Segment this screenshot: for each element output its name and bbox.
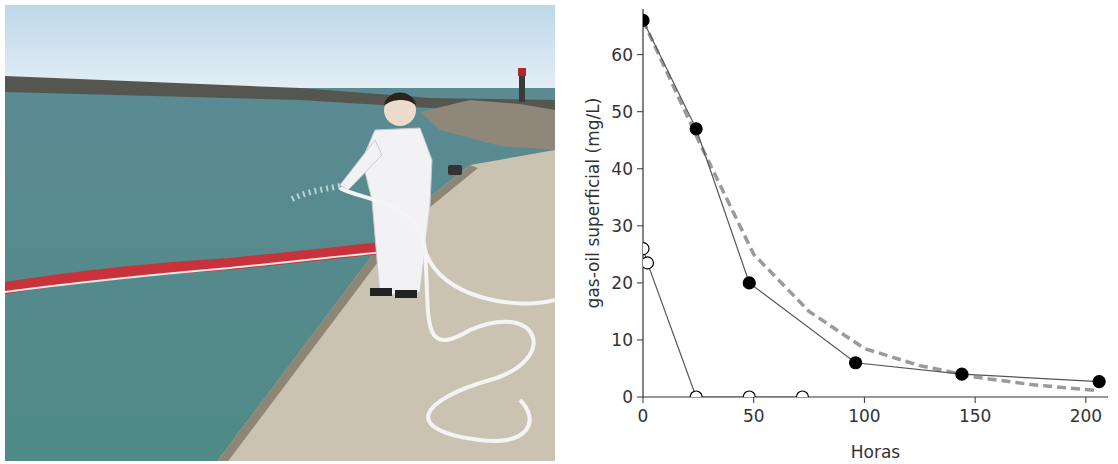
x-tick-label: 50 (743, 406, 765, 426)
rocks (420, 100, 555, 150)
pier-edge (215, 165, 478, 461)
hose (340, 188, 555, 441)
y-tick-label: 0 (622, 387, 633, 407)
x-tick (643, 397, 644, 403)
x-tick (864, 397, 865, 403)
shoe (395, 290, 417, 298)
x-tick (1085, 397, 1086, 403)
y-tick (637, 225, 643, 226)
y-tick-label: 30 (611, 216, 633, 236)
point (643, 243, 649, 255)
beacon (519, 72, 525, 102)
point (743, 391, 755, 397)
y-tick (637, 282, 643, 283)
y-tick-label: 10 (611, 330, 633, 350)
series-line (643, 20, 1099, 381)
point (850, 357, 862, 369)
bollard (448, 165, 462, 175)
x-axis-title: Horas (851, 442, 901, 462)
y-tick (637, 168, 643, 169)
point (690, 391, 702, 397)
hair (384, 93, 416, 107)
shoe (370, 288, 392, 296)
y-tick (637, 339, 643, 340)
photo (5, 5, 555, 461)
y-tick (637, 54, 643, 55)
arm (340, 140, 382, 190)
beacon-top (518, 68, 526, 76)
boom-foam (5, 252, 385, 292)
y-tick-label: 40 (611, 159, 633, 179)
y-tick (637, 397, 643, 398)
y-tick (637, 111, 643, 112)
y-axis (642, 9, 643, 397)
x-tick (975, 397, 976, 403)
x-tick-label: 100 (848, 406, 880, 426)
point (643, 14, 649, 26)
x-tick-label: 0 (638, 406, 649, 426)
point (643, 257, 653, 269)
x-tick-label: 150 (959, 406, 991, 426)
series-line (643, 249, 802, 397)
point (743, 277, 755, 289)
boom (5, 242, 385, 294)
y-axis-title: gas-oil superficial (mg/L) (583, 98, 603, 309)
point (796, 391, 808, 397)
x-tick (753, 397, 754, 403)
y-tick-label: 60 (611, 45, 633, 65)
point (1093, 376, 1105, 388)
point (956, 368, 968, 380)
sea (5, 88, 555, 461)
spray (290, 186, 340, 200)
point (690, 123, 702, 135)
plot-area (643, 14, 1105, 397)
y-tick-label: 50 (611, 102, 633, 122)
series-line (643, 20, 1099, 390)
y-tick-label: 20 (611, 273, 633, 293)
x-tick-label: 200 (1070, 406, 1102, 426)
figure: 0 10 20 30 40 50 60 0 50 100 150 200 Horas gas-oil su… (0, 0, 1118, 464)
